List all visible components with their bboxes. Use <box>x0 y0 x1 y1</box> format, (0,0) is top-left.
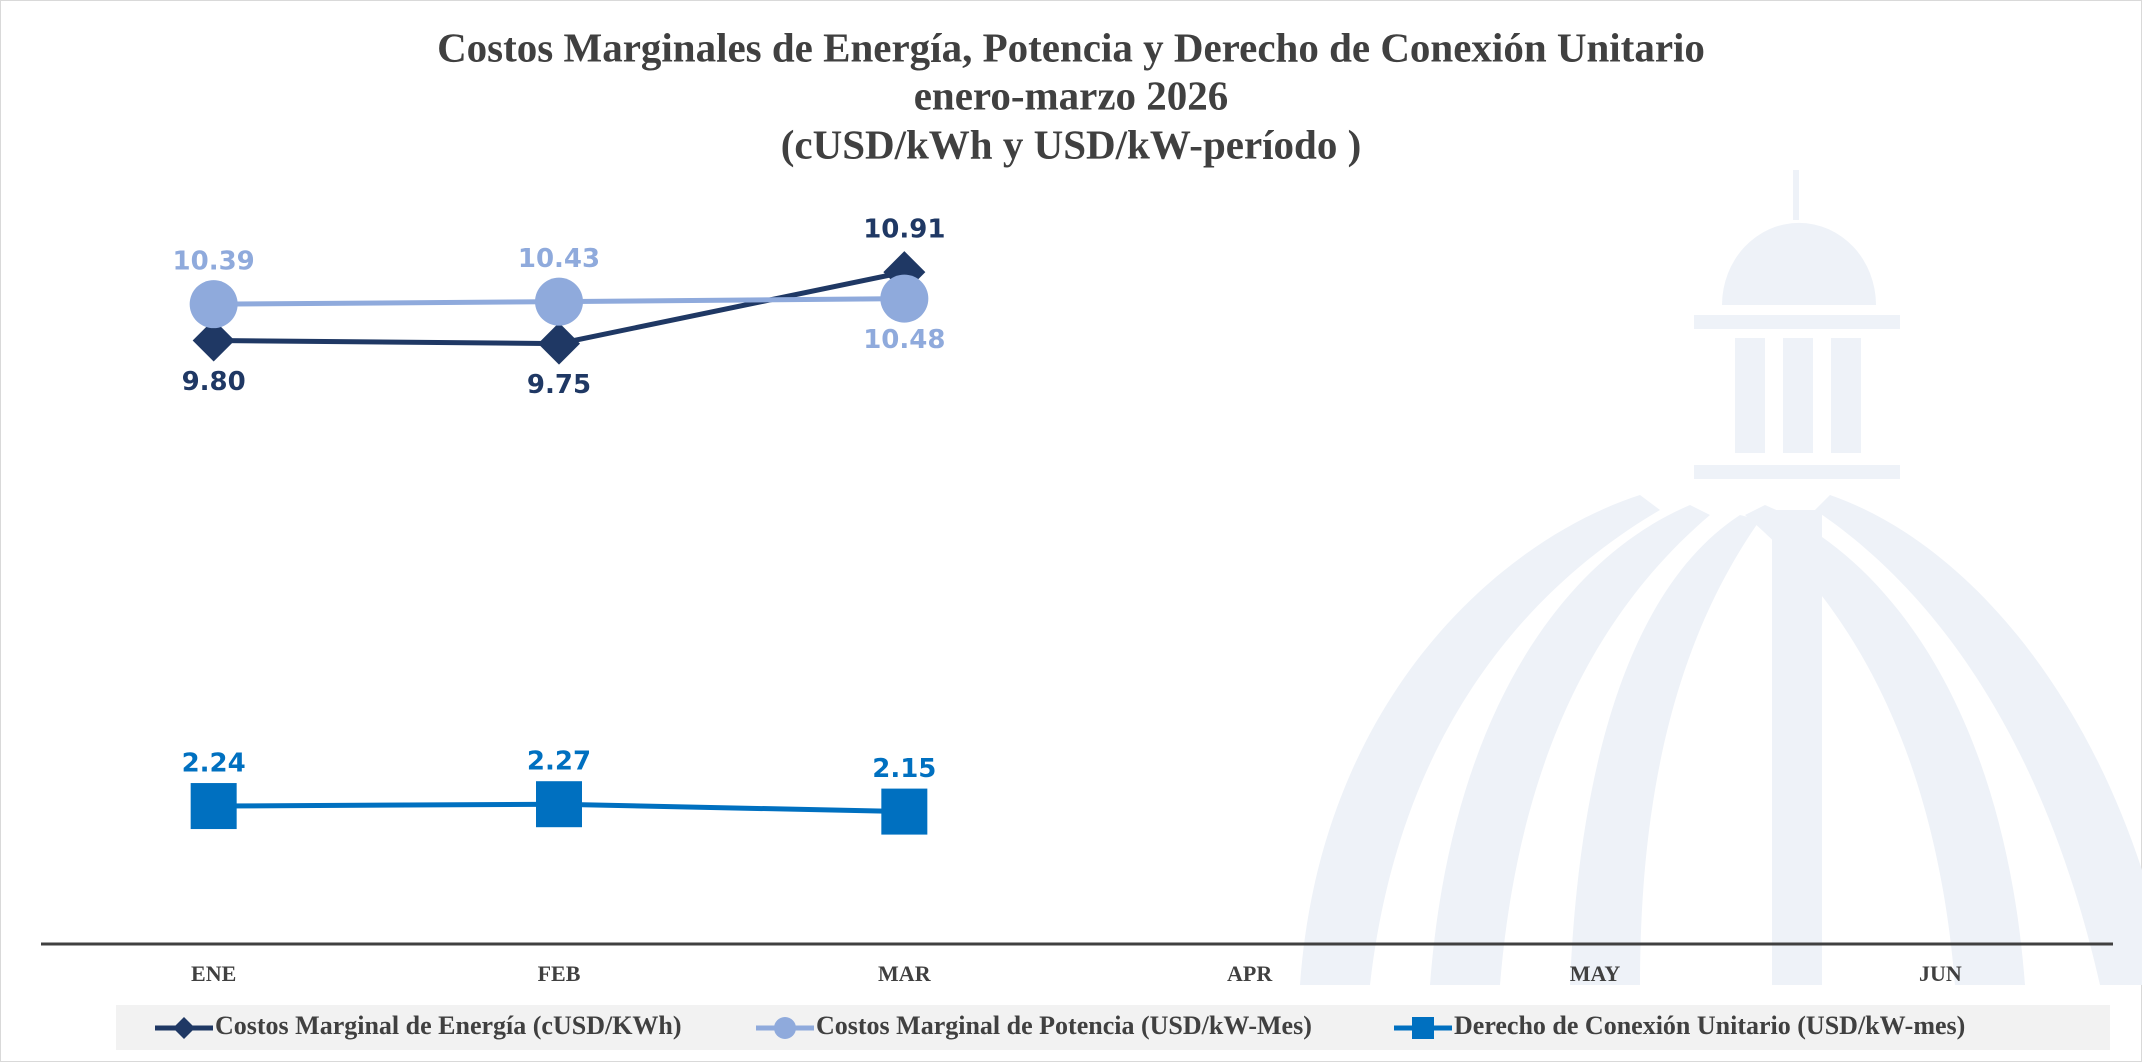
chart: Costos Marginales de Energía, Potencia y… <box>0 0 2142 1062</box>
chart-subtitle: enero-marzo 2026 <box>914 72 1229 118</box>
data-label: 10.91 <box>863 215 945 245</box>
data-point <box>536 781 582 827</box>
data-label: 9.75 <box>527 370 591 400</box>
legend-label: Costos Marginal de Potencia (USD/kW-Mes) <box>816 1011 1312 1040</box>
data-label: 10.48 <box>863 325 945 355</box>
legend-marker <box>1412 1017 1434 1039</box>
data-point <box>881 789 927 835</box>
data-label: 10.39 <box>173 247 255 277</box>
chart-title: Costos Marginales de Energía, Potencia y… <box>437 24 1705 70</box>
x-tick-label: ENE <box>191 961 236 986</box>
legend-label: Derecho de Conexión Unitario (USD/kW-mes… <box>1454 1011 1965 1040</box>
x-tick-label: MAY <box>1570 961 1621 986</box>
x-tick-label: MAR <box>878 961 932 986</box>
data-point <box>535 278 583 326</box>
data-label: 2.24 <box>182 749 246 779</box>
x-tick-label: APR <box>1227 961 1273 986</box>
chart-units: (cUSD/kWh y USD/kW-período ) <box>781 121 1362 167</box>
data-point <box>880 275 928 323</box>
data-label: 10.43 <box>518 244 600 274</box>
legend-marker <box>774 1017 796 1039</box>
data-point <box>190 280 238 328</box>
x-tick-label: FEB <box>538 961 581 986</box>
x-tick-label: JUN <box>1919 961 1962 986</box>
data-label: 2.27 <box>527 747 591 777</box>
data-point <box>191 783 237 829</box>
legend-label: Costos Marginal de Energía (cUSD/KWh) <box>215 1011 682 1040</box>
data-label: 9.80 <box>182 367 246 397</box>
data-label: 2.15 <box>872 754 936 784</box>
